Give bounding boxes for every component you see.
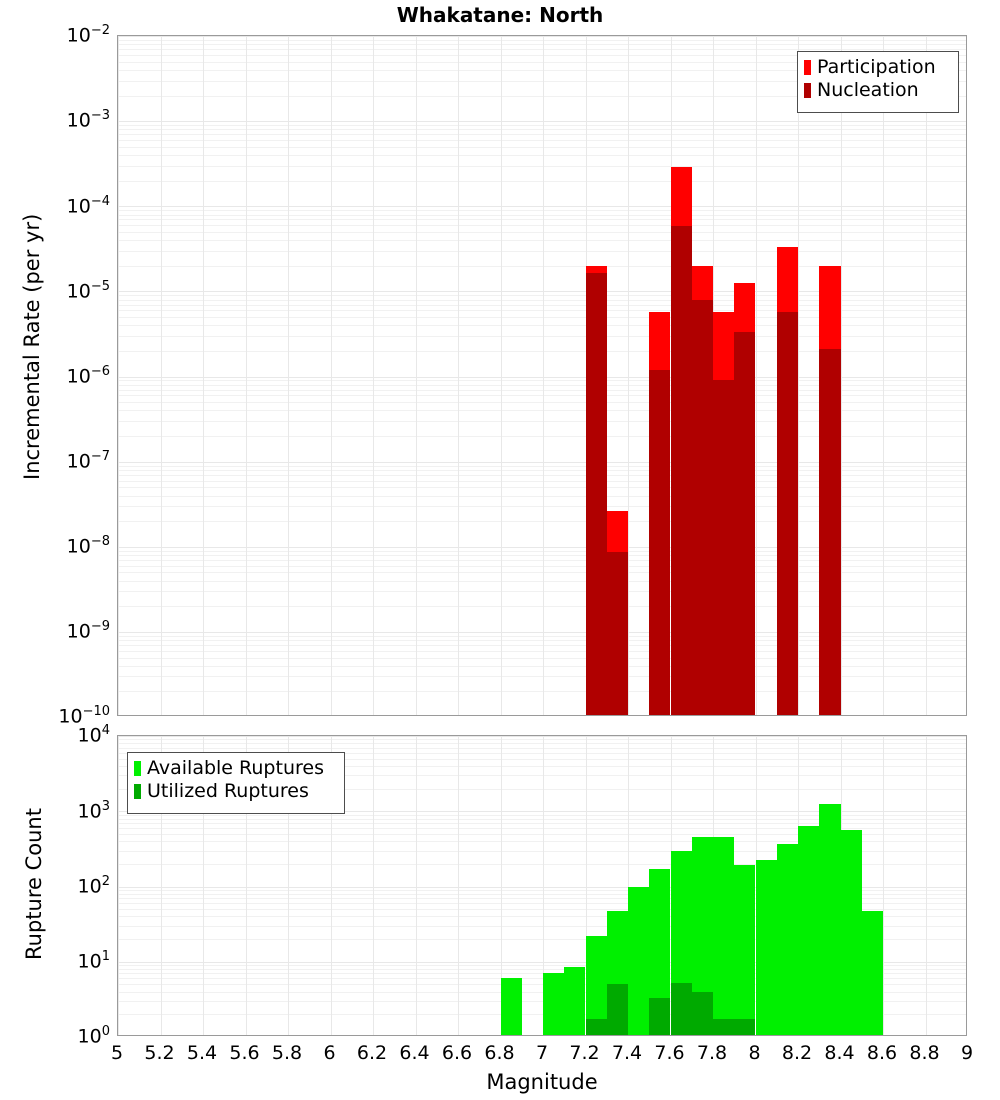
participation-swatch (804, 60, 811, 75)
available-ruptures-bar (819, 804, 840, 1035)
nucleation-swatch (804, 83, 811, 98)
available-ruptures-bar (841, 830, 862, 1035)
gridline-vertical (926, 736, 927, 1035)
x-tick-label: 5.2 (144, 1042, 174, 1064)
utilized-ruptures-bar (671, 983, 692, 1036)
y-tick-label: 102 (4, 874, 110, 897)
x-tick-label: 5.4 (187, 1042, 217, 1064)
gridline-vertical (118, 36, 119, 715)
x-tick-label: 6.8 (484, 1042, 514, 1064)
legend-label-utilized-ruptures: Utilized Ruptures (147, 782, 309, 801)
legend-label-nucleation: Nucleation (817, 81, 919, 100)
nucleation-bar (586, 273, 607, 715)
gridline-vertical (458, 736, 459, 1035)
utilized-ruptures-bar (607, 984, 628, 1035)
utilized-ruptures-bar (734, 1019, 755, 1035)
y-tick-label: 104 (4, 723, 110, 746)
nucleation-bar (734, 332, 755, 715)
available-ruptures-bar (777, 844, 798, 1035)
available-ruptures-bar (756, 860, 777, 1035)
gridline-vertical (501, 36, 502, 715)
gridline-vertical (756, 36, 757, 715)
x-tick-label: 7.4 (612, 1042, 642, 1064)
x-tick-label: 7.8 (697, 1042, 727, 1064)
x-tick-label: 8.6 (867, 1042, 897, 1064)
incremental-rate-axes (117, 35, 967, 716)
available-ruptures-bar (862, 911, 883, 1036)
available-ruptures-bar (798, 826, 819, 1035)
gridline-vertical (416, 736, 417, 1035)
available-ruptures-bar (734, 865, 755, 1035)
available-ruptures-bar (543, 973, 564, 1035)
gridline-vertical (458, 36, 459, 715)
rupture-count-legend: Available Ruptures Utilized Ruptures (127, 752, 345, 814)
rupture-count-ytick-labels: 104103102101100 (0, 0, 110, 1100)
x-tick-label: 7 (536, 1042, 548, 1064)
gridline-vertical (798, 36, 799, 715)
x-tick-label: 6.2 (357, 1042, 387, 1064)
available-ruptures-bar (564, 967, 585, 1035)
gridline-vertical (841, 36, 842, 715)
x-tick-label: 8.2 (782, 1042, 812, 1064)
legend-item-nucleation: Nucleation (804, 79, 951, 102)
utilized-ruptures-swatch (134, 784, 141, 799)
gridline-vertical (373, 736, 374, 1035)
x-tick-label: 8.8 (909, 1042, 939, 1064)
nucleation-bar (692, 300, 713, 715)
legend-label-participation: Participation (817, 58, 936, 77)
utilized-ruptures-bar (692, 992, 713, 1035)
x-tick-label: 7.6 (654, 1042, 684, 1064)
figure-root: Whakatane: North 10−210−310−410−510−610−… (0, 0, 1000, 1100)
nucleation-bar (607, 552, 628, 716)
x-tick-label: 5.8 (272, 1042, 302, 1064)
available-ruptures-bar (713, 837, 734, 1035)
gridline-vertical (883, 36, 884, 715)
legend-item-participation: Participation (804, 56, 951, 79)
magnitude-xtick-labels: 5 5.2 5.4 5.6 5.8 6 6.2 6.4 6.6 6.8 7 7.2 7.4 7.6 7.8 8… (0, 1042, 1000, 1072)
x-tick-label: 6 (323, 1042, 335, 1064)
y-tick-label: 103 (4, 799, 110, 822)
rupture-count-ylabel: Rupture Count (22, 808, 46, 960)
legend-item-available-ruptures: Available Ruptures (134, 757, 337, 780)
gridline-vertical (203, 36, 204, 715)
x-tick-label: 8.4 (824, 1042, 854, 1064)
gridline-vertical (628, 36, 629, 715)
x-tick-label: 8 (748, 1042, 760, 1064)
nucleation-bar (713, 380, 734, 715)
incremental-rate-legend: Participation Nucleation (797, 51, 959, 113)
gridline-vertical (246, 36, 247, 715)
x-tick-label: 5.6 (229, 1042, 259, 1064)
gridline-vertical (543, 36, 544, 715)
gridline-vertical (288, 36, 289, 715)
gridline-vertical (926, 36, 927, 715)
chart-title: Whakatane: North (0, 3, 1000, 27)
available-ruptures-swatch (134, 761, 141, 776)
y-tick-label: 101 (4, 949, 110, 972)
available-ruptures-bar (501, 978, 522, 1035)
incremental-rate-plot (118, 36, 966, 715)
nucleation-bar (777, 312, 798, 716)
available-ruptures-bar (628, 887, 649, 1036)
magnitude-xlabel: Magnitude (117, 1070, 967, 1094)
nucleation-bar (819, 349, 840, 715)
gridline-vertical (883, 736, 884, 1035)
gridline-vertical (161, 36, 162, 715)
utilized-ruptures-bar (713, 1019, 734, 1035)
x-tick-label: 7.2 (569, 1042, 599, 1064)
x-tick-label: 6.4 (399, 1042, 429, 1064)
gridline-vertical (118, 736, 119, 1035)
utilized-ruptures-bar (649, 998, 670, 1035)
legend-label-available-ruptures: Available Ruptures (147, 759, 324, 778)
legend-item-utilized-ruptures: Utilized Ruptures (134, 780, 337, 803)
gridline-vertical (416, 36, 417, 715)
gridline-vertical (373, 36, 374, 715)
gridline-vertical (331, 36, 332, 715)
nucleation-bar (649, 370, 670, 715)
utilized-ruptures-bar (586, 1019, 607, 1035)
x-tick-label: 5 (111, 1042, 123, 1064)
x-tick-label: 6.6 (442, 1042, 472, 1064)
x-tick-label: 9 (961, 1042, 973, 1064)
nucleation-bar (671, 226, 692, 715)
